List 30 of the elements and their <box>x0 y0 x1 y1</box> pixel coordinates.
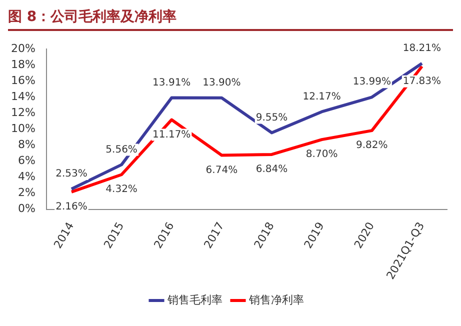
data-label: 13.99% <box>352 76 391 88</box>
data-label: 13.91% <box>152 77 191 88</box>
chart-title: 图 8：公司毛利率及净利率 <box>8 8 453 31</box>
y-tick-label: 6% <box>18 154 36 168</box>
y-tick-label: 10% <box>10 122 36 135</box>
legend-label: 销售毛利率 <box>166 293 222 306</box>
y-tick-label: 14% <box>10 90 36 103</box>
y-tick-label: 8% <box>18 138 36 152</box>
data-label: 2.53% <box>56 168 88 180</box>
data-label: 13.90% <box>202 77 241 88</box>
legend-label: 销售净利率 <box>248 293 304 306</box>
data-label: 9.82% <box>356 140 388 152</box>
y-tick-label: 16% <box>10 74 36 87</box>
y-tick-label: 4% <box>18 170 36 184</box>
y-tick-label: 0% <box>18 202 36 216</box>
y-tick-label: 20% <box>10 42 36 55</box>
data-label: 8.70% <box>306 149 338 160</box>
data-label: 18.21% <box>402 42 442 54</box>
data-label: 17.83% <box>402 76 442 87</box>
data-label: 6.84% <box>256 164 288 176</box>
data-label: 5.56% <box>106 144 138 156</box>
data-label: 12.17% <box>302 91 341 102</box>
data-label: 9.55% <box>256 112 288 124</box>
y-tick-label: 12% <box>10 106 36 119</box>
y-tick-label: 18% <box>10 58 36 71</box>
y-tick-label: 2% <box>18 186 36 200</box>
data-label: 4.32% <box>106 184 138 196</box>
data-label: 2.16% <box>56 202 88 213</box>
data-label: 6.74% <box>206 164 238 176</box>
data-label: 11.17% <box>152 129 191 140</box>
